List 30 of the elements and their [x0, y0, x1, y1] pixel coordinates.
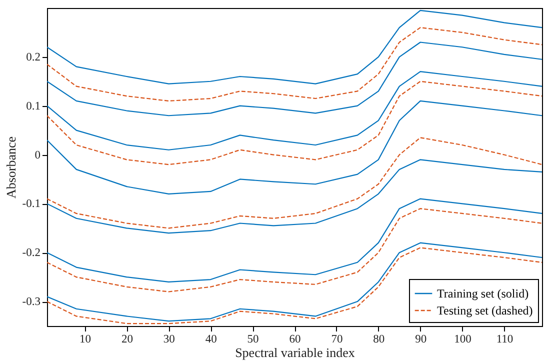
x-tick-label: 100: [454, 334, 472, 346]
x-tick-label: 30: [163, 334, 176, 346]
y-tick-label: -0.1: [22, 198, 41, 210]
y-tick-label: 0.2: [26, 51, 41, 64]
y-tick-label: 0: [34, 149, 41, 162]
y-axis-title: Absorbance: [3, 136, 18, 199]
x-tick-label: 60: [289, 334, 301, 346]
line-series: [47, 198, 542, 283]
line-series: [47, 100, 542, 194]
x-tick-label: 10: [80, 334, 92, 346]
x-axis-title: Spectral variable index: [235, 345, 356, 360]
x-tick-label: 20: [121, 334, 134, 346]
x-tick-label: 90: [415, 334, 427, 346]
y-tick-label: -0.3: [22, 296, 41, 308]
line-series: [47, 71, 542, 150]
x-tick-label: 50: [247, 334, 260, 346]
legend-label: Testing set (dashed): [437, 304, 533, 318]
legend-label: Training set (solid): [437, 286, 529, 300]
x-tick-label: 80: [373, 334, 385, 346]
line-series: [47, 42, 542, 116]
x-tick-label: 70: [331, 334, 343, 346]
line-series: [47, 27, 542, 102]
line-series: [47, 137, 542, 229]
y-tick-label: 0.1: [26, 100, 41, 112]
line-series: [47, 159, 542, 234]
line-series: [47, 80, 542, 166]
line-series: [47, 10, 542, 84]
x-tick-label: 40: [205, 334, 218, 346]
x-tick-label: 110: [496, 334, 514, 346]
y-tick-label: -0.2: [22, 247, 41, 260]
